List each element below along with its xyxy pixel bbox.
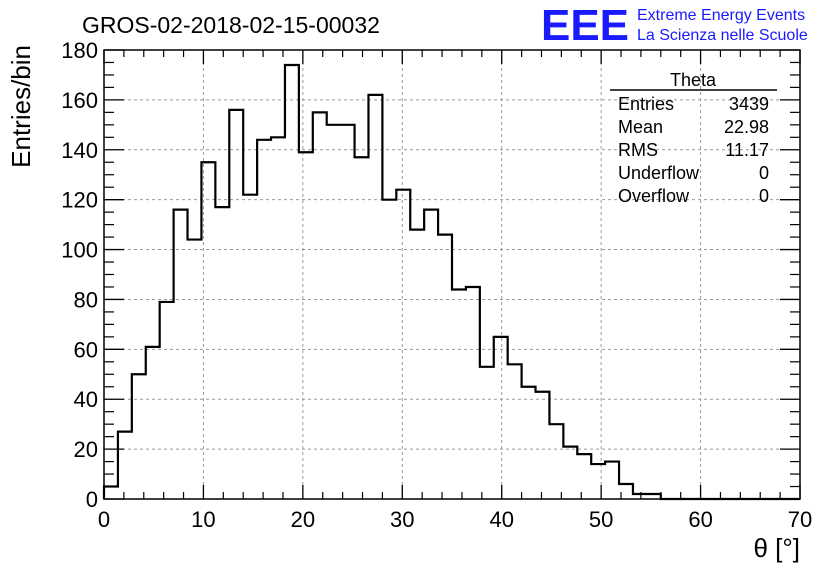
- stats-box: Theta Entries 3439 Mean 22.98 RMS 11.17 …: [610, 70, 777, 206]
- x-axis-label: θ [°]: [753, 533, 800, 563]
- stats-label-rms: RMS: [618, 140, 658, 160]
- y-tick-label: 100: [61, 238, 98, 263]
- y-tick-label: 20: [74, 437, 98, 462]
- x-tick-label: 10: [191, 507, 215, 532]
- histogram-layer: [102, 63, 800, 501]
- stats-label-entries: Entries: [618, 94, 674, 114]
- tick-labels-layer: 0 10 20 30 40 50 60 70 0 20 40 60 80 100 120 140 160 180: [61, 38, 812, 532]
- stats-label-mean: Mean: [618, 117, 663, 137]
- x-tick-label: 30: [390, 507, 414, 532]
- y-tick-label: 140: [61, 138, 98, 163]
- eee-logo-line2: La Scienza nelle Scuole: [637, 27, 808, 44]
- grid-layer: [104, 50, 800, 499]
- x-tick-label: 70: [788, 507, 812, 532]
- y-tick-label: 60: [74, 337, 98, 362]
- stats-value-mean: 22.98: [724, 117, 769, 137]
- y-tick-label: 120: [61, 188, 98, 213]
- stats-value-underflow: 0: [759, 163, 769, 183]
- stats-label-underflow: Underflow: [618, 163, 700, 183]
- y-tick-label: 160: [61, 88, 98, 113]
- stats-value-entries: 3439: [729, 94, 769, 114]
- stats-value-overflow: 0: [759, 186, 769, 206]
- chart-title: GROS-02-2018-02-15-00032: [82, 12, 380, 38]
- x-tick-label: 20: [291, 507, 315, 532]
- y-tick-label: 0: [86, 487, 98, 512]
- y-tick-label: 80: [74, 287, 98, 312]
- stats-value-rms: 11.17: [725, 140, 769, 160]
- ticks-layer: [103, 49, 801, 500]
- x-tick-label: 40: [489, 507, 513, 532]
- eee-logo-mark: EEE: [541, 1, 629, 50]
- y-tick-label: 180: [61, 38, 98, 63]
- eee-logo: EEE Extreme Energy Events La Scienza nel…: [541, 1, 808, 50]
- x-tick-label: 0: [98, 507, 110, 532]
- stats-box-title: Theta: [670, 70, 717, 90]
- histogram-series-line: [102, 63, 800, 501]
- y-tick-label: 40: [74, 387, 98, 412]
- x-tick-label: 60: [688, 507, 712, 532]
- x-tick-label: 50: [589, 507, 613, 532]
- stats-label-overflow: Overflow: [618, 186, 690, 206]
- eee-logo-line1: Extreme Energy Events: [637, 7, 805, 24]
- y-axis-label: Entries/bin: [6, 45, 36, 168]
